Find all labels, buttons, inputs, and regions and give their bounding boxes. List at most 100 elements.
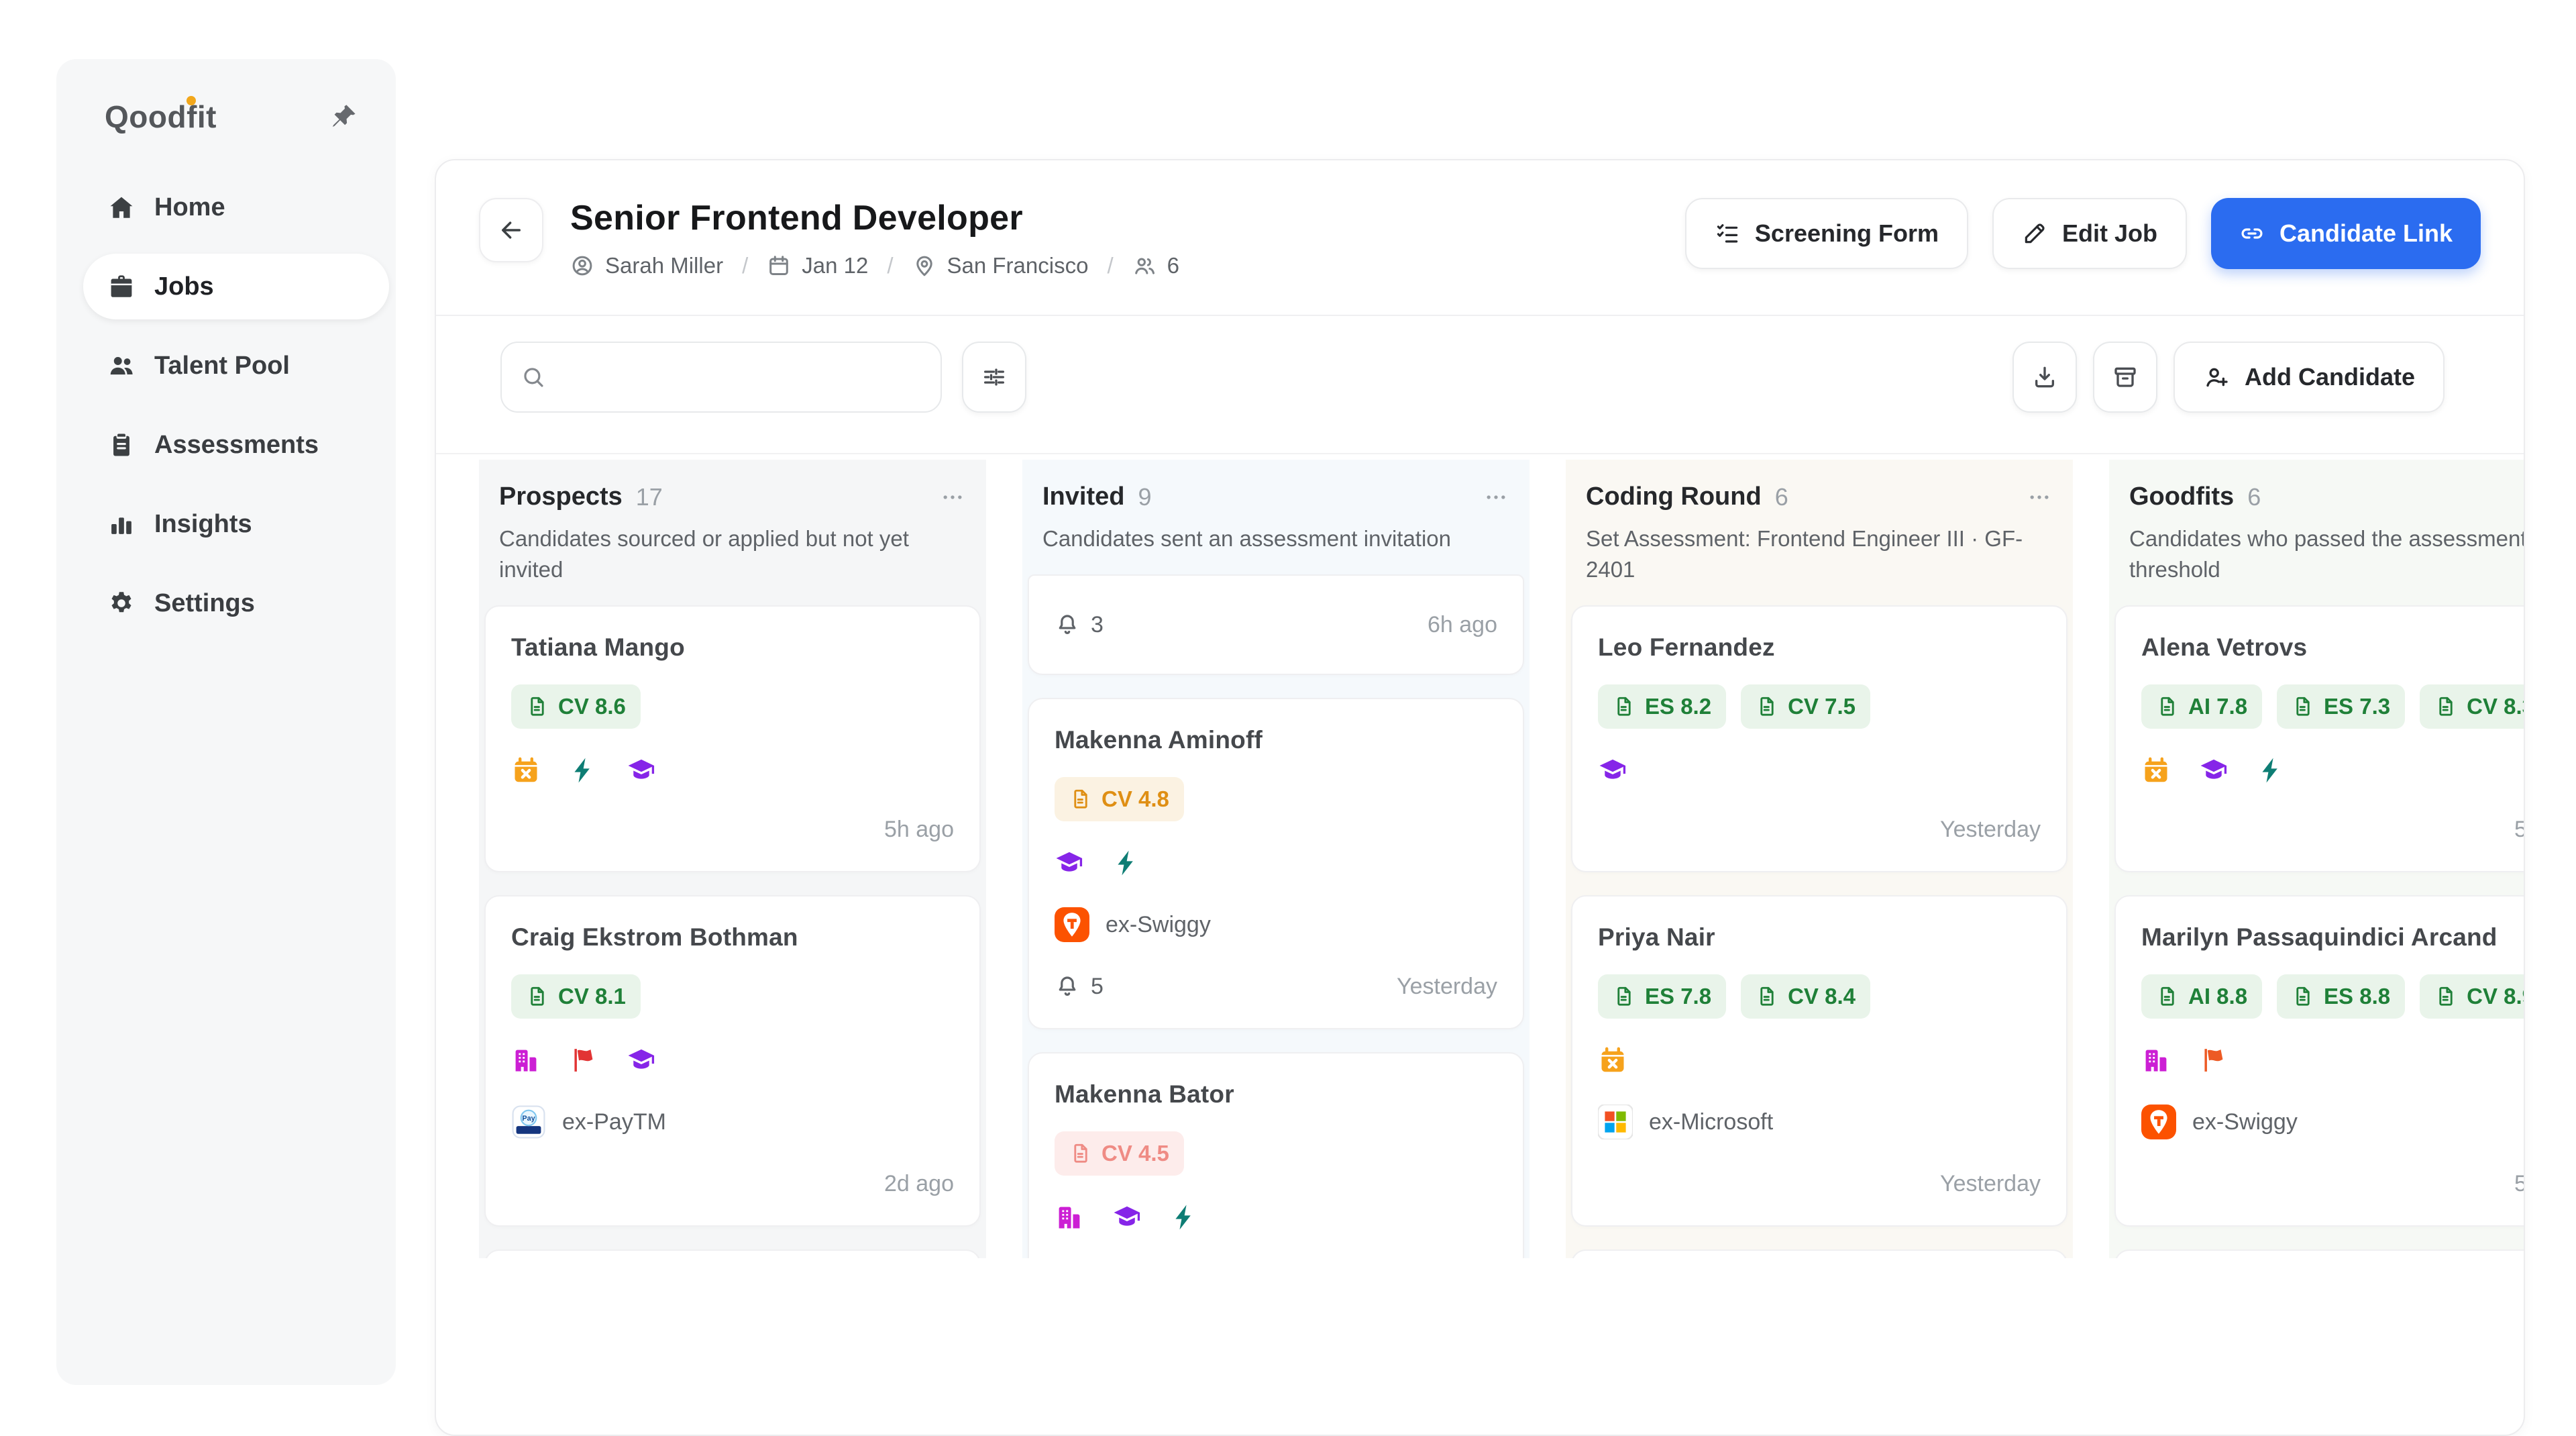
column-title: Goodfits: [2129, 482, 2235, 511]
people-outline-icon: [1132, 254, 1157, 278]
column-description: Candidates sourced or applied but not ye…: [499, 526, 909, 582]
job-header: Senior Frontend Developer Sarah Miller / J…: [436, 160, 2524, 278]
user-plus-icon: [2203, 364, 2230, 391]
candidate-link-button[interactable]: Candidate Link: [2210, 198, 2481, 269]
score-badge: ES 8.8: [2277, 974, 2406, 1019]
lightning-icon: [2257, 756, 2286, 785]
candidate-card[interactable]: Makenna Aminoff CV 4.8 ex-Swiggy 5 Yesterday: [1028, 698, 1524, 1029]
sidebar-nav: Home Jobs Talent Pool Assessments Insights Se…: [56, 174, 396, 636]
column-prospects: Prospects 17 Candidates sourced or applied…: [479, 460, 986, 1258]
column-header: Coding Round 6 Set Assessment: Frontend En…: [1566, 460, 2073, 585]
back-button[interactable]: [479, 198, 543, 262]
card-timestamp: 5h ago: [884, 816, 954, 842]
job-meta-text: 6: [1167, 253, 1179, 278]
column-menu-button[interactable]: [939, 484, 966, 511]
score-badge: AI 8.8: [2141, 974, 2263, 1019]
score-badges: AI 8.8 ES 8.8 CV 8.9: [2141, 974, 2524, 1019]
score-badge: CV 7.5: [1741, 684, 1870, 729]
candidate-card[interactable]: 3 6h ago: [1028, 574, 1524, 675]
sidebar-item-settings[interactable]: Settings: [83, 570, 389, 636]
score-badge-label: CV 7.5: [1788, 694, 1856, 719]
reminder-number: 3: [1091, 611, 1104, 637]
graduation-cap-icon: [1055, 848, 1084, 878]
job-meta-text: San Francisco: [947, 253, 1089, 278]
candidate-card[interactable]: Priya Nair ES 7.8 CV 8.4 ex-Microsoft Yester…: [1571, 895, 2068, 1227]
main-panel: Senior Frontend Developer Sarah Miller / J…: [435, 159, 2525, 1436]
score-badges: CV 8.6: [511, 684, 954, 729]
candidate-card[interactable]: Tatiana Mango CV 8.6 5h ago: [484, 605, 981, 872]
archive-button[interactable]: [2092, 342, 2157, 413]
candidate-card[interactable]: Craig Ekstrom Bothman CV 8.1 Pay ex-PayTM 2d…: [484, 895, 981, 1227]
score-badge: AI 7.8: [2141, 684, 2263, 729]
graduation-cap-icon: [627, 756, 656, 785]
score-badges: AI 7.8 ES 7.3 CV 8.3: [2141, 684, 2524, 729]
candidate-name: Craig Ekstrom Bothman: [511, 923, 798, 951]
candidate-card[interactable]: Wilson BotoshAI 5.2ES 7.1CV 5.6: [484, 1249, 981, 1258]
score-badge: CV 8.9: [2420, 974, 2524, 1019]
score-badge-label: CV 8.4: [1788, 984, 1856, 1009]
document-icon: [526, 695, 549, 718]
meta-separator: /: [887, 253, 894, 278]
checklist-icon: [1715, 221, 1740, 246]
screening-form-button[interactable]: Screening Form: [1684, 198, 1968, 269]
score-badge: ES 7.3: [2277, 684, 2406, 729]
past-company: Pay ex-PayTM: [511, 1105, 954, 1139]
column-menu-button[interactable]: [2026, 484, 2053, 511]
sidebar-item-home[interactable]: Home: [83, 174, 389, 240]
sidebar-item-insights[interactable]: Insights: [83, 491, 389, 557]
column-menu-button[interactable]: [1483, 484, 1509, 511]
past-company: ex-Swiggy: [1055, 907, 1497, 942]
toolbar: Add Candidate: [436, 342, 2524, 413]
column-count: 6: [2247, 482, 2261, 511]
search-input[interactable]: [555, 363, 922, 391]
calendar-x-icon: [511, 756, 541, 785]
card-footer: 3 6h ago: [1055, 610, 1497, 639]
filter-button[interactable]: [962, 342, 1026, 413]
candidate-card[interactable]: Vikram SundaramAI 9.2ES 8.5CV 9.0: [2114, 1249, 2524, 1258]
edit-job-button[interactable]: Edit Job: [1992, 198, 2187, 269]
job-meta-jan-12: Jan 12: [767, 253, 868, 278]
document-icon: [2434, 985, 2457, 1008]
candidate-card[interactable]: Marcus ChenES 9.1CV 8.0: [1571, 1249, 2068, 1258]
microsoft-logo: [1598, 1105, 1633, 1139]
candidate-card[interactable]: Alena Vetrovs AI 7.8 ES 7.3 CV 8.3 5d ago: [2114, 605, 2524, 872]
meta-separator: /: [742, 253, 749, 278]
candidate-card[interactable]: Marilyn Passaquindici Arcand AI 8.8 ES 8.8…: [2114, 895, 2524, 1227]
score-badge-label: ES 8.2: [1645, 694, 1712, 719]
trait-icons: [1598, 1045, 2041, 1075]
reminder-count: 3: [1055, 612, 1104, 638]
card-footer: 5 Yesterday: [1055, 972, 1497, 1001]
bar-chart-icon: [107, 510, 136, 538]
kanban-board: Prospects 17 Candidates sourced or applied…: [436, 454, 2524, 1258]
sidebar-item-talent-pool[interactable]: Talent Pool: [83, 333, 389, 399]
candidate-card[interactable]: Leo Fernandez ES 8.2 CV 7.5 Yesterday: [1571, 605, 2068, 872]
arrow-left-icon: [497, 216, 525, 244]
column-title-row: Invited 9: [1042, 482, 1509, 511]
score-badge: CV 8.3: [2420, 684, 2524, 729]
pencil-icon: [2022, 221, 2047, 246]
score-badge-label: ES 7.8: [1645, 984, 1712, 1009]
swiggy-logo: [2141, 1105, 2176, 1139]
sidebar-item-jobs[interactable]: Jobs: [83, 254, 389, 319]
button-label: Candidate Link: [2279, 219, 2453, 247]
trait-icons: [1598, 756, 2041, 785]
candidate-name: Makenna Aminoff: [1055, 726, 1263, 754]
export-button[interactable]: [2012, 342, 2077, 413]
card-footer: 5d ago: [2141, 815, 2524, 844]
graduation-cap-icon: [2199, 756, 2229, 785]
trait-icons: [511, 1045, 954, 1075]
toolbar-right: Add Candidate: [2012, 342, 2445, 413]
pushpin-icon[interactable]: [329, 102, 358, 132]
column-header: Prospects 17 Candidates sourced or applied…: [479, 460, 986, 585]
column-header: Invited 9 Candidates sent an assessment in…: [1022, 460, 1529, 554]
bell-icon: [1055, 612, 1080, 637]
document-icon: [2292, 695, 2314, 718]
add-candidate-button[interactable]: Add Candidate: [2173, 342, 2445, 413]
search-box[interactable]: [500, 342, 942, 413]
document-icon: [2292, 985, 2314, 1008]
sidebar-item-assessments[interactable]: Assessments: [83, 412, 389, 478]
link-icon: [2239, 221, 2265, 246]
archive-icon: [2112, 364, 2139, 391]
